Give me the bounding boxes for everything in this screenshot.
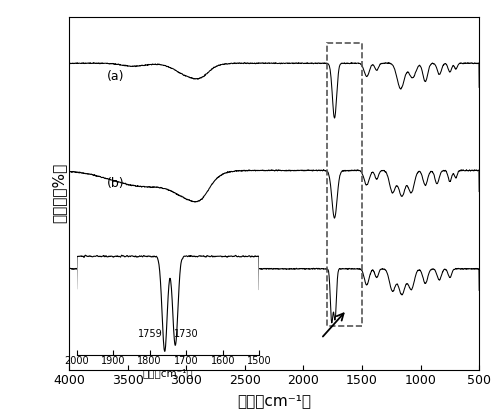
Text: 1730: 1730 bbox=[174, 329, 199, 339]
X-axis label: 波数（cm⁻¹）: 波数（cm⁻¹） bbox=[237, 393, 311, 408]
Text: (b): (b) bbox=[107, 177, 124, 190]
Y-axis label: 透光率（%）: 透光率（%） bbox=[51, 163, 66, 223]
X-axis label: 波数（cm⁻¹）: 波数（cm⁻¹） bbox=[143, 368, 193, 378]
Text: 1759: 1759 bbox=[138, 329, 163, 339]
Bar bbox=[327, 43, 362, 326]
Text: (c): (c) bbox=[107, 277, 124, 290]
Text: (a): (a) bbox=[107, 70, 124, 83]
